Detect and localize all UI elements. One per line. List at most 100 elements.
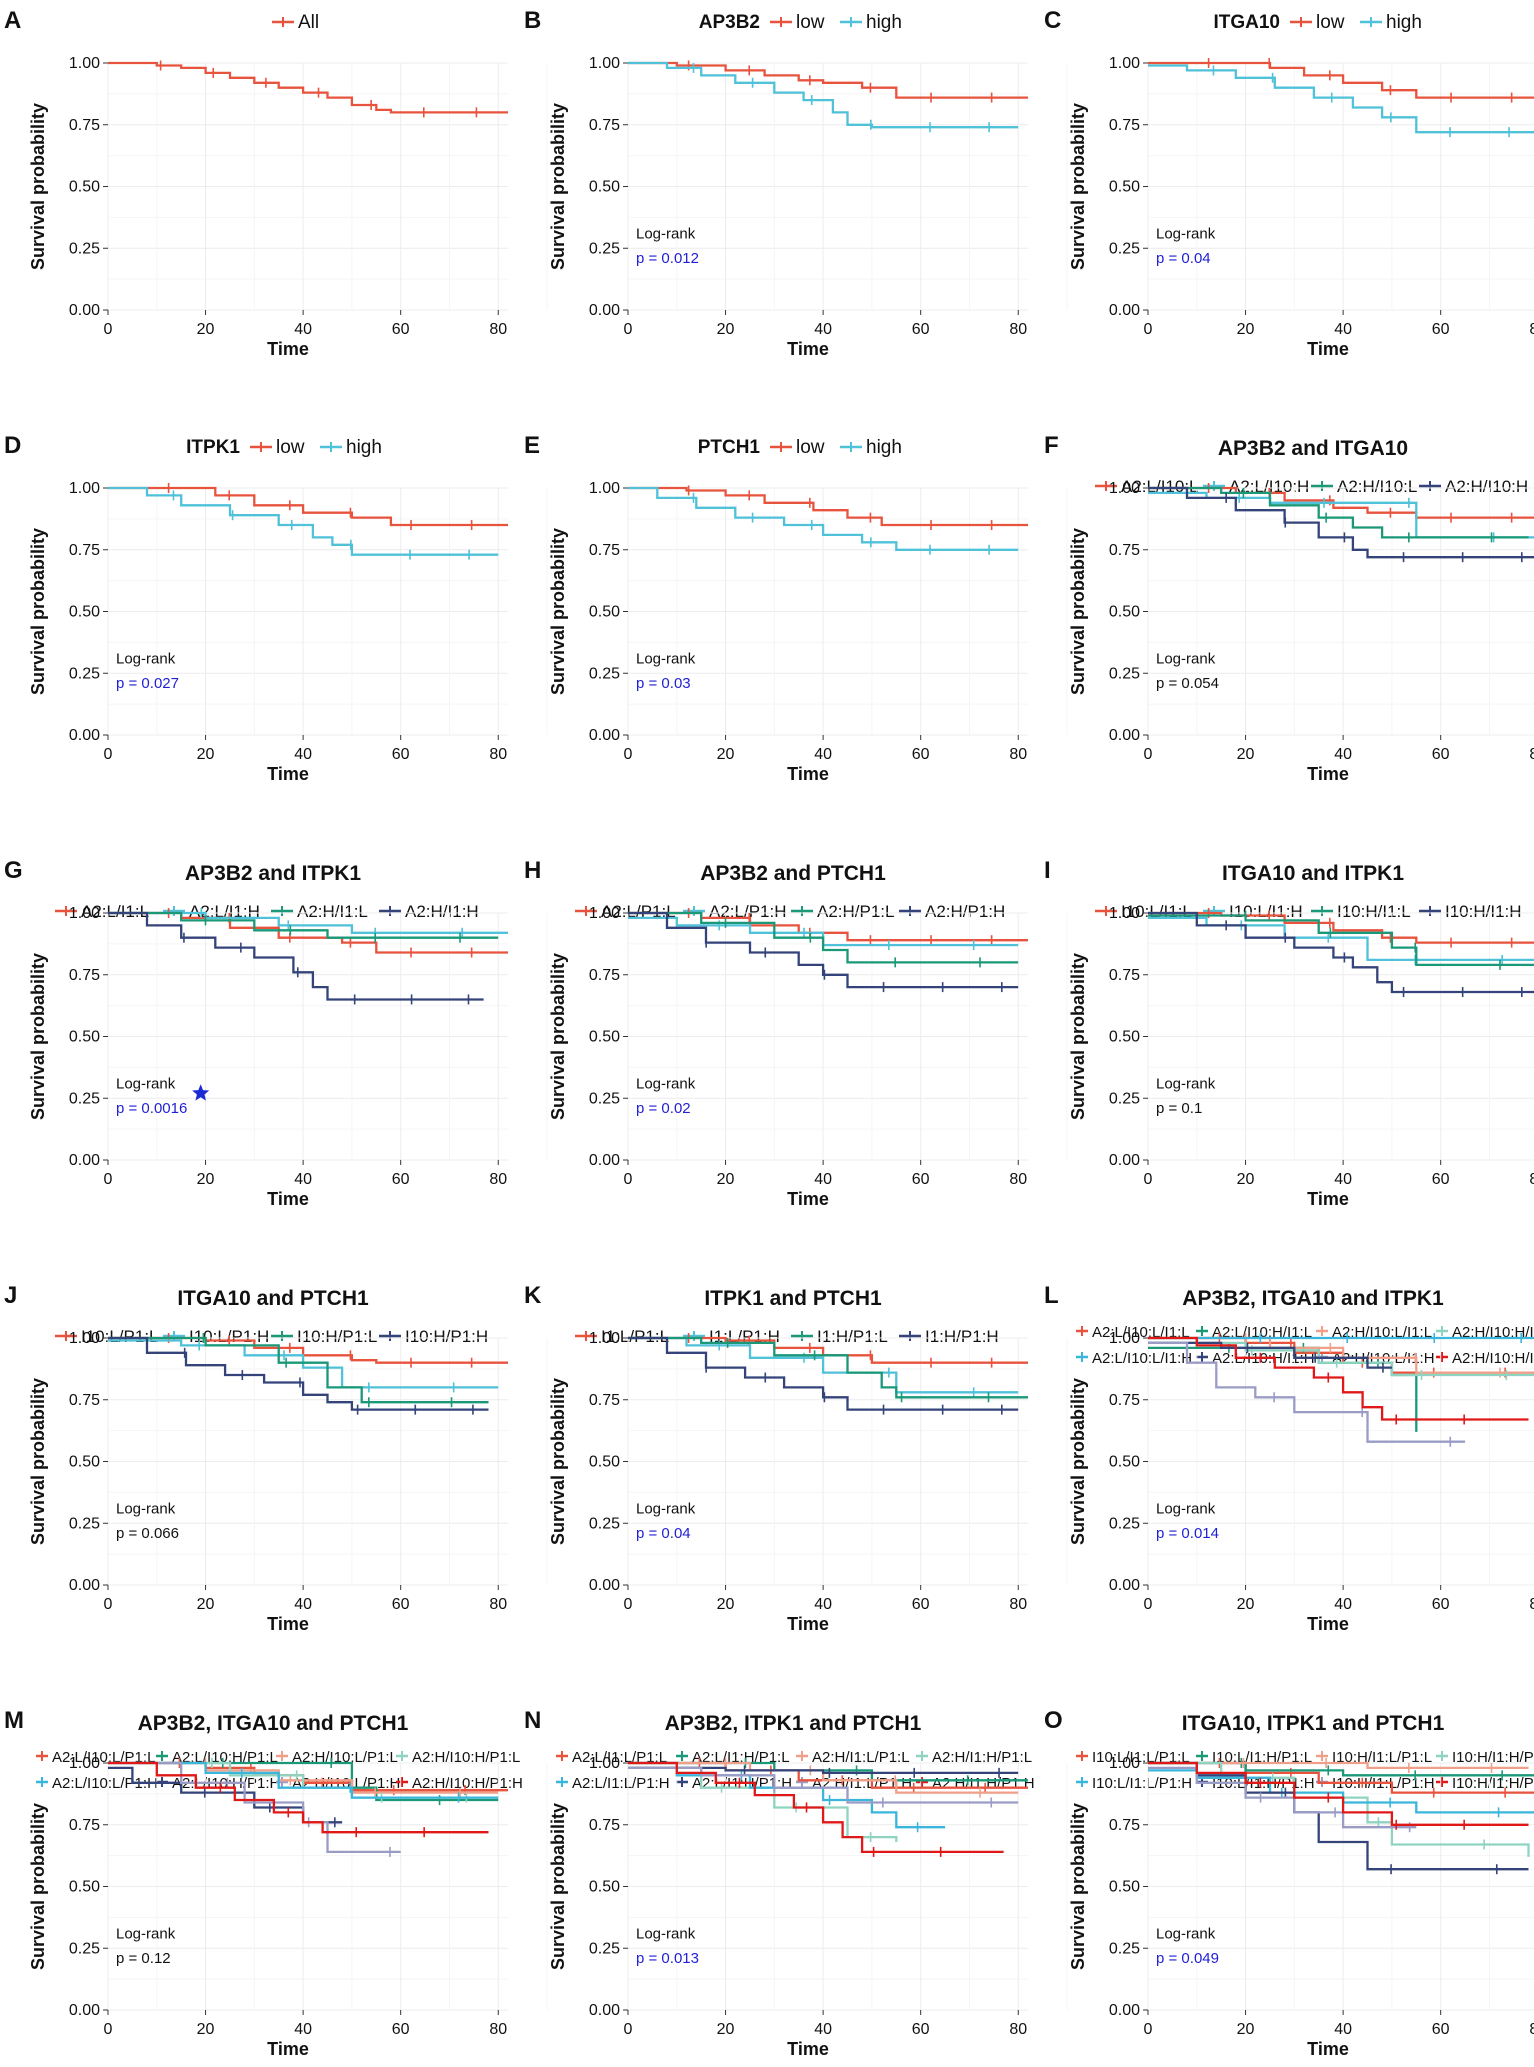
x-tick-label: 60: [392, 321, 410, 338]
panel-c-series: [1148, 58, 1534, 138]
x-axis-label: Time: [787, 339, 829, 359]
x-tick-label: 60: [392, 2021, 410, 2038]
panel-a-series: [108, 60, 508, 118]
legend-item: A2:H/I10:H/I1:H: [1436, 1350, 1534, 1367]
y-tick-label: 0.75: [589, 1392, 620, 1409]
legend-item: A2:H/I1:H/P1:L: [916, 1749, 1032, 1766]
legend-label: low: [1316, 12, 1345, 33]
y-tick-label: 0.50: [589, 1454, 620, 1471]
survival-curve: [1148, 1341, 1534, 1377]
x-tick-label: 40: [1334, 1171, 1352, 1188]
survival-curve: [628, 911, 1019, 964]
survival-curve: [108, 486, 508, 527]
logrank-label: Log-rank: [1156, 1075, 1216, 1092]
panel-c-grid: [1147, 62, 1534, 311]
legend-label: high: [346, 437, 382, 458]
legend-item: I10:L/I1:H: [1203, 902, 1303, 921]
panel-f-title: AP3B2 and ITGA10: [1218, 437, 1408, 460]
survival-curve: [108, 61, 508, 114]
y-tick-label: 1.00: [1109, 1330, 1140, 1347]
p-value: p = 0.013: [636, 1950, 699, 1967]
logrank-label: Log-rank: [116, 1075, 176, 1092]
survival-curve: [1148, 491, 1534, 539]
panel-h-letter: H: [524, 857, 541, 884]
legend-item: A2:L/I10:L/I1:L: [1076, 1324, 1190, 1341]
x-tick-label: 60: [1432, 1596, 1450, 1613]
legend-label: A2:H/I10:H/P1:L: [412, 1749, 520, 1766]
legend-label: I1:H/P1:L: [817, 1327, 888, 1346]
panel-e-grid: [627, 487, 1068, 736]
legend-label: A2:L/I1:L/P1:L: [572, 1749, 667, 1766]
x-axis-label: Time: [1307, 1189, 1349, 1209]
y-tick-label: 1.00: [69, 1330, 100, 1347]
x-tick-label: 20: [197, 2021, 215, 2038]
panel-b: B AP3B2 low high 0.00 0.25 0.50 0.75 1.00 0 20 40 60…: [524, 7, 1068, 359]
panel-j-letter: J: [4, 1282, 17, 1309]
panel-f-letter: F: [1044, 432, 1059, 459]
x-tick-label: 40: [294, 2021, 312, 2038]
y-tick-label: 0.50: [1109, 1029, 1140, 1046]
legend-label: I10:H/I1:H: [1445, 902, 1522, 921]
legend-label: I1:H/P1:H: [925, 1327, 999, 1346]
panel-c-legend-title: ITGA10: [1213, 12, 1280, 33]
p-value: p = 0.02: [636, 1100, 691, 1117]
legend-item: A2:L/I1:L/P1:L: [556, 1749, 667, 1766]
panel-o-letter: O: [1044, 1707, 1063, 1734]
x-tick-label: 40: [814, 1171, 832, 1188]
y-tick-label: 0.00: [69, 302, 100, 319]
x-tick-label: 20: [197, 321, 215, 338]
x-tick-label: 20: [197, 1171, 215, 1188]
panel-h-legend: A2:L/P1:L A2:L/P1:H A2:H/P1:L A2:H/P1:H: [575, 902, 1005, 921]
x-tick-label: 0: [624, 1171, 633, 1188]
x-tick-label: 40: [1334, 1596, 1352, 1613]
x-tick-label: 20: [717, 1171, 735, 1188]
y-tick-label: 0.75: [1109, 542, 1140, 559]
survival-curve: [108, 1336, 489, 1404]
logrank-label: Log-rank: [116, 650, 176, 667]
panel-j-series: [108, 1333, 508, 1415]
legend-item: I10:H/I1:H: [1419, 902, 1522, 921]
x-tick-label: 0: [104, 1596, 113, 1613]
legend-item: A2:H/I1:H: [379, 902, 479, 921]
panel-j-grid: [107, 1337, 548, 1586]
legend-item: A2:H/I1:H/P1:H: [916, 1775, 1035, 1792]
x-tick-label: 80: [1009, 1596, 1027, 1613]
legend-label: A2:L/I10:L/I1:L: [1092, 1324, 1190, 1341]
panel-o-series: [1148, 1758, 1534, 1875]
y-tick-label: 0.50: [69, 1879, 100, 1896]
legend-item: low: [1290, 12, 1345, 33]
survival-curve: [108, 486, 499, 556]
survival-curve: [1148, 1336, 1534, 1374]
survival-curve: [108, 1336, 489, 1411]
panel-j-legend: I10:L/P1:L I10:L/P1:H I10:H/P1:L I10:H/P1:H: [55, 1327, 488, 1346]
legend-label: I10:H/I1:L/P1:L: [1332, 1749, 1432, 1766]
legend-item: A2:H/I10:H: [1419, 477, 1528, 496]
panel-e-axes: 0.00 0.25 0.50 0.75 1.00 0 20 40 60 80 Time Surviva…: [548, 480, 1027, 784]
survival-curve: [1148, 1761, 1529, 1770]
legend-label: A2:H/I1:H/P1:L: [932, 1749, 1032, 1766]
survival-curve: [1148, 61, 1534, 99]
survival-curve: [108, 911, 484, 1001]
x-axis-label: Time: [787, 2039, 829, 2059]
x-tick-label: 80: [1529, 1596, 1534, 1613]
legend-label: A2:H/I10:H/I1:H: [1452, 1350, 1534, 1367]
x-tick-label: 40: [294, 1596, 312, 1613]
x-tick-label: 60: [1432, 1171, 1450, 1188]
legend-item: I10:L/I1:L/P1:L: [1076, 1749, 1190, 1766]
y-axis-label: Survival probability: [1068, 528, 1088, 695]
x-tick-label: 80: [1529, 2021, 1534, 2038]
panel-a-grid: [107, 62, 548, 311]
x-tick-label: 0: [1144, 2021, 1153, 2038]
y-tick-label: 0.75: [589, 1817, 620, 1834]
panel-d-letter: D: [4, 432, 21, 459]
legend-label: A2:L/I1:H/P1:L: [692, 1749, 790, 1766]
y-tick-label: 0.00: [69, 727, 100, 744]
legend-item: A2:H/I10:L/I1:L: [1316, 1324, 1432, 1341]
legend-label: A2:H/I10:L: [1337, 477, 1417, 496]
legend-label: high: [866, 437, 902, 458]
x-tick-label: 0: [1144, 1171, 1153, 1188]
x-tick-label: 80: [1009, 1171, 1027, 1188]
